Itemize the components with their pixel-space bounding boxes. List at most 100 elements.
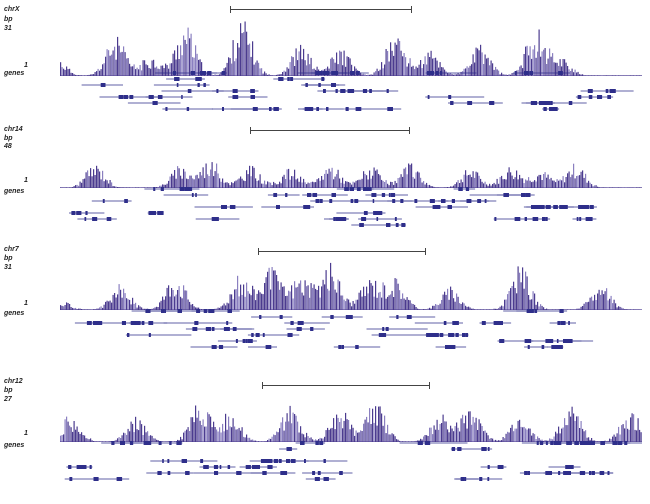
signal-bar [367, 179, 369, 188]
signal-bar [523, 54, 525, 76]
signal-bar [481, 52, 483, 76]
signal-bar [216, 163, 218, 188]
signal-bar [223, 303, 225, 310]
signal-bar [528, 177, 530, 188]
signal-bar [583, 177, 585, 188]
signal-bar [525, 46, 527, 76]
signal-bar [351, 184, 353, 188]
signal-bar [100, 306, 102, 310]
signal-bar [504, 179, 506, 188]
signal-bar [162, 296, 164, 310]
signal-bar [336, 292, 338, 310]
signal-bar [568, 411, 570, 442]
signal-bar [490, 60, 492, 76]
signal-bar [520, 178, 522, 188]
signal-bar [249, 165, 251, 188]
signal-bar [529, 46, 531, 76]
signal-bar [435, 429, 437, 442]
signal-bar [379, 69, 381, 76]
signal-bar [564, 182, 566, 188]
signal-bar [573, 72, 575, 76]
signal-bar [346, 56, 348, 76]
signal-bar [582, 74, 584, 76]
signal-bar [586, 302, 588, 310]
gene-model [228, 95, 268, 99]
signal-bar [447, 429, 449, 442]
signal-bar [121, 51, 123, 76]
signal-bar [295, 48, 297, 76]
gene-model [543, 471, 605, 475]
signal-bar [106, 300, 108, 310]
signal-bar [280, 422, 282, 442]
signal-bar [240, 284, 242, 310]
signal-bar [436, 60, 438, 76]
gene-model [548, 465, 581, 469]
signal-bar [438, 305, 440, 310]
signal-bar [129, 63, 131, 76]
signal-bar [162, 65, 164, 76]
chrom-label: chrX [4, 6, 20, 13]
gene-model [147, 211, 164, 215]
signal-bar [162, 184, 164, 188]
signal-bar [304, 280, 306, 310]
signal-bar [111, 182, 113, 188]
signal-bar [330, 428, 332, 442]
signal-bar [292, 412, 294, 442]
signal-bar [532, 181, 534, 188]
gene-model [453, 187, 476, 191]
signal-bar [609, 298, 611, 310]
gene-model [454, 477, 479, 481]
signal-bar [477, 48, 479, 76]
signal-bar [523, 183, 525, 188]
signal-bar [394, 180, 396, 188]
signal-bar [192, 178, 194, 188]
signal-bar [477, 172, 479, 188]
peak-level-label: 1 [24, 177, 28, 184]
signal-bar [346, 298, 348, 310]
signal-bar [279, 289, 281, 310]
signal-bar [259, 292, 261, 310]
signal-bar [388, 61, 390, 76]
signal-bar [289, 291, 291, 310]
signal-bar [396, 44, 398, 76]
gene-model [190, 345, 238, 349]
signal-bar [67, 421, 69, 442]
signal-bar [190, 304, 192, 310]
signal-bar [276, 275, 278, 310]
signal-bar [613, 434, 615, 442]
signal-bar [574, 420, 576, 442]
signal-bar [340, 295, 342, 310]
signal-bar [133, 432, 135, 442]
chrom-label: chr14 [4, 126, 23, 133]
signal-bar [538, 29, 540, 76]
signal-bar [121, 435, 123, 442]
signal-bar [183, 35, 185, 76]
signal-bar [393, 434, 395, 442]
signal-bar [391, 50, 393, 76]
signal-bar [189, 301, 191, 310]
signal-bar [430, 50, 432, 76]
signal-bar [336, 52, 338, 76]
signal-bar [115, 439, 117, 442]
signal-bar [282, 417, 284, 442]
signal-bar [325, 170, 327, 188]
signal-bar [154, 307, 156, 310]
signal-bar [361, 178, 363, 188]
signal-bar [165, 296, 167, 310]
signal-bar [280, 282, 282, 310]
gene-model [399, 441, 468, 445]
signal-bar [445, 294, 447, 310]
gene-model [162, 107, 213, 111]
signal-bar [429, 57, 431, 76]
signal-bar [337, 417, 339, 442]
signal-bar [157, 68, 159, 76]
signal-bar [60, 305, 62, 310]
signal-bar [225, 305, 227, 310]
signal-bar [345, 66, 347, 76]
signal-bar [573, 163, 575, 188]
signal-bar [394, 278, 396, 310]
gene-model [131, 309, 179, 313]
signal-bar [442, 414, 444, 442]
signal-bar [441, 300, 443, 310]
signal-bar [237, 429, 239, 442]
